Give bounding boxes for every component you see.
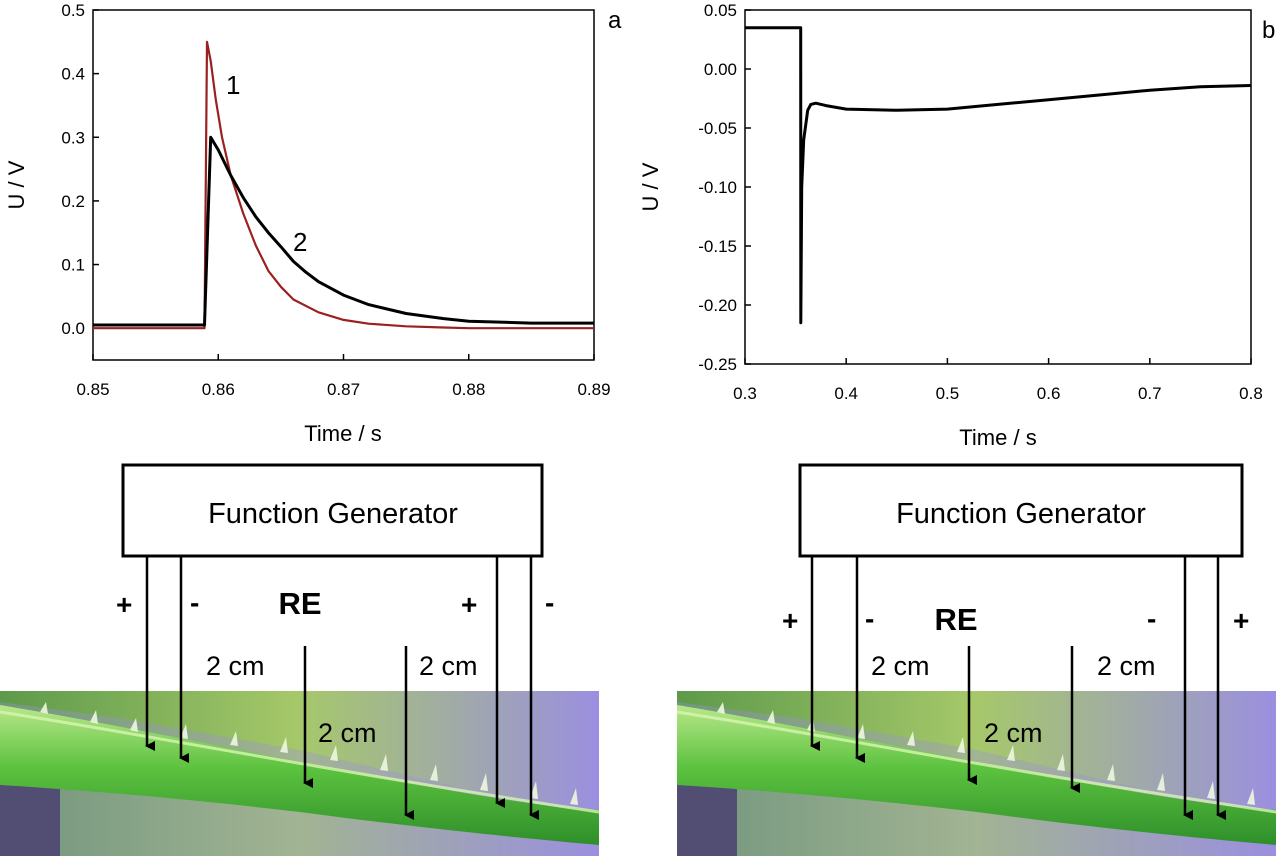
- chart-a-series-line-1: [93, 40, 594, 330]
- chart-b-x-tick-label: 0.7: [1138, 384, 1162, 403]
- sign-left-1: +: [116, 589, 132, 620]
- distance-label-right-1: 2 cm: [871, 651, 930, 681]
- chart-b-series-line-1: [745, 26, 1252, 325]
- chart-a-x-tick-label: 0.85: [76, 380, 109, 399]
- sign-left-2: -: [190, 587, 199, 618]
- chart-a-curve-2-label: 2: [293, 227, 307, 257]
- chart-b-y-tick-label: 0.05: [704, 1, 737, 20]
- chart-a-y-tick-label: 0.3: [61, 128, 85, 147]
- function-generator-label-right: Function Generator: [896, 498, 1146, 530]
- chart-a-x-tick-label: 0.86: [202, 380, 235, 399]
- chart-b-x-tick-label: 0.5: [936, 384, 960, 403]
- chart-b-x-tick-label: 0.6: [1037, 384, 1061, 403]
- chart-a-x-tick-label: 0.88: [452, 380, 485, 399]
- chart-a-ylabel: U / V: [4, 160, 29, 209]
- chart-b-xlabel: Time / s: [959, 425, 1036, 450]
- chart-b-y-tick-label: -0.20: [698, 296, 737, 315]
- chart-a-y-tick-label: 0.5: [61, 1, 85, 20]
- distance-label-left-2: 2 cm: [419, 651, 478, 681]
- chart-a-plot-frame: [92, 9, 595, 361]
- chart-b-x-axis: 0.3 0.4 0.5 0.6 0.7 0.8: [733, 358, 1263, 403]
- chart-b-panel-label: b: [1262, 17, 1275, 44]
- chart-b-series: [745, 26, 1252, 325]
- distance-label-right-2: 2 cm: [1097, 651, 1156, 681]
- electrode-lines-right: [810, 556, 1226, 820]
- distance-label-right-3: 2 cm: [984, 718, 1043, 748]
- chart-a-y-tick-label: 0.4: [61, 65, 85, 84]
- chart-b-y-tick-label: 0.00: [704, 60, 737, 79]
- chart-a-xlabel: Time / s: [304, 421, 381, 446]
- chart-b: 0.05 0.00 -0.05 -0.10 -0.15 -0.20 -0.25 0.3 0.4…: [638, 1, 1275, 450]
- chart-b-y-tick-label: -0.05: [698, 119, 737, 138]
- chart-b-x-tick-label: 0.8: [1239, 384, 1263, 403]
- chart-a-x-axis: 0.85 0.86 0.87 0.88 0.89: [76, 354, 611, 399]
- chart-a-x-tick-label: 0.87: [327, 380, 360, 399]
- sign-left-4: -: [545, 587, 554, 618]
- chart-a-y-tick-label: 0.2: [61, 192, 85, 211]
- re-label-right: RE: [934, 602, 977, 637]
- leaf-photo-left: [0, 691, 600, 856]
- function-generator-box-left: [121, 463, 544, 558]
- chart-b-x-tick-label: 0.4: [834, 384, 858, 403]
- sign-left-3: +: [461, 589, 477, 620]
- chart-a-series-line-2: [93, 135, 594, 327]
- chart-b-y-axis: 0.05 0.00 -0.05 -0.10 -0.15 -0.20 -0.25: [698, 1, 751, 374]
- diagram-left: Function Generator + - + - RE 2 cm 2 cm …: [0, 463, 600, 856]
- chart-a-x-tick-label: 0.89: [577, 380, 610, 399]
- distance-label-left-3: 2 cm: [318, 718, 377, 748]
- sign-right-3: -: [1147, 603, 1156, 634]
- chart-a-series: [93, 40, 594, 330]
- sign-right-2: -: [865, 603, 874, 634]
- chart-a-curve-1-label: 1: [226, 70, 240, 100]
- chart-a-y-tick-label: 0.0: [61, 319, 85, 338]
- chart-b-y-tick-label: -0.15: [698, 237, 737, 256]
- function-generator-box-right: [798, 463, 1244, 558]
- electrode-lines-left: [145, 556, 539, 820]
- chart-a: 0.00.10.20.30.40.5 0.85 0.86 0.87 0.88 0.89 …: [4, 1, 622, 446]
- chart-b-y-tick-label: -0.25: [698, 355, 737, 374]
- function-generator-label-left: Function Generator: [208, 498, 458, 530]
- chart-b-x-tick-label: 0.3: [733, 384, 757, 403]
- chart-a-y-axis: 0.0 0.1 0.2 0.3 0.4 0.5: [61, 1, 99, 338]
- diagram-right: Function Generator + - - + RE 2 cm 2 cm …: [676, 463, 1277, 856]
- chart-a-panel-label: a: [608, 7, 622, 34]
- distance-label-left-1: 2 cm: [206, 651, 265, 681]
- chart-a-y-tick-label: 0.1: [61, 256, 85, 275]
- chart-b-plot-frame: [744, 9, 1252, 365]
- sign-right-4: +: [1233, 605, 1249, 636]
- sign-right-1: +: [782, 605, 798, 636]
- chart-b-y-tick-label: -0.10: [698, 178, 737, 197]
- re-label-left: RE: [278, 586, 321, 621]
- chart-b-ylabel: U / V: [638, 162, 663, 211]
